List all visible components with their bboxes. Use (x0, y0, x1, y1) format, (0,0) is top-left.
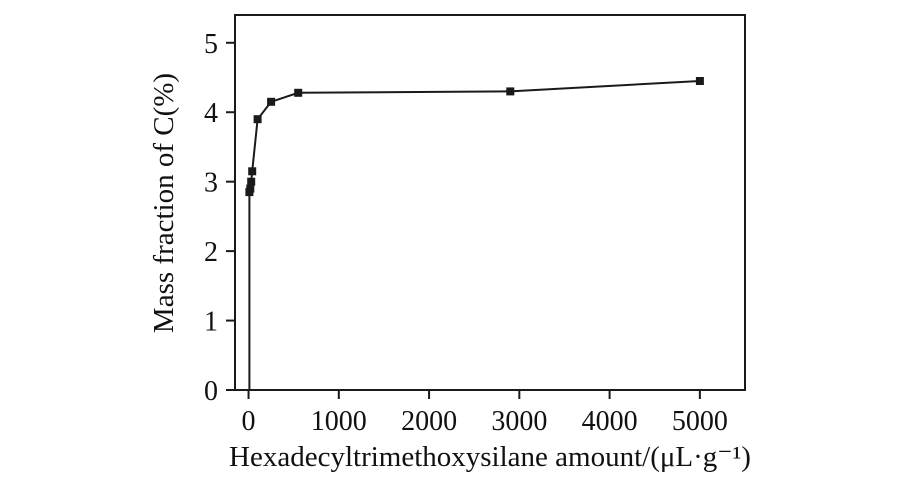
y-tick-label: 5 (204, 29, 218, 60)
axis-frame (234, 14, 746, 391)
y-tick-label: 4 (204, 98, 218, 129)
data-point-marker (695, 77, 704, 85)
data-point-marker (267, 97, 276, 106)
x-tick-label: 0 (242, 406, 256, 437)
y-tick-label: 3 (204, 168, 218, 199)
data-point-marker (246, 184, 255, 193)
data-point-marker (294, 88, 303, 97)
data-point-marker (248, 167, 257, 176)
data-point-marker (506, 87, 515, 96)
x-tick-label: 2000 (401, 406, 457, 437)
y-axis-label: Mass fraction of C(%) (148, 73, 180, 333)
x-tick-label: 4000 (582, 406, 638, 437)
x-tick-label: 5000 (672, 406, 728, 437)
plot-layer: 0 1000 2000 3000 4000 5000 0 1 2 3 4 5 (204, 14, 746, 437)
x-axis-label: Hexadecyltrimethoxysilane amount/(μL·g⁻¹… (229, 441, 751, 473)
y-tick-label: 1 (204, 307, 218, 338)
x-tick-label: 3000 (491, 406, 547, 437)
data-point-marker (253, 115, 262, 124)
y-tick-label: 0 (204, 376, 218, 407)
series-line (248, 80, 700, 390)
y-tick-label: 2 (204, 237, 218, 268)
data-point-marker (247, 177, 256, 186)
x-tick-label: 1000 (311, 406, 367, 437)
